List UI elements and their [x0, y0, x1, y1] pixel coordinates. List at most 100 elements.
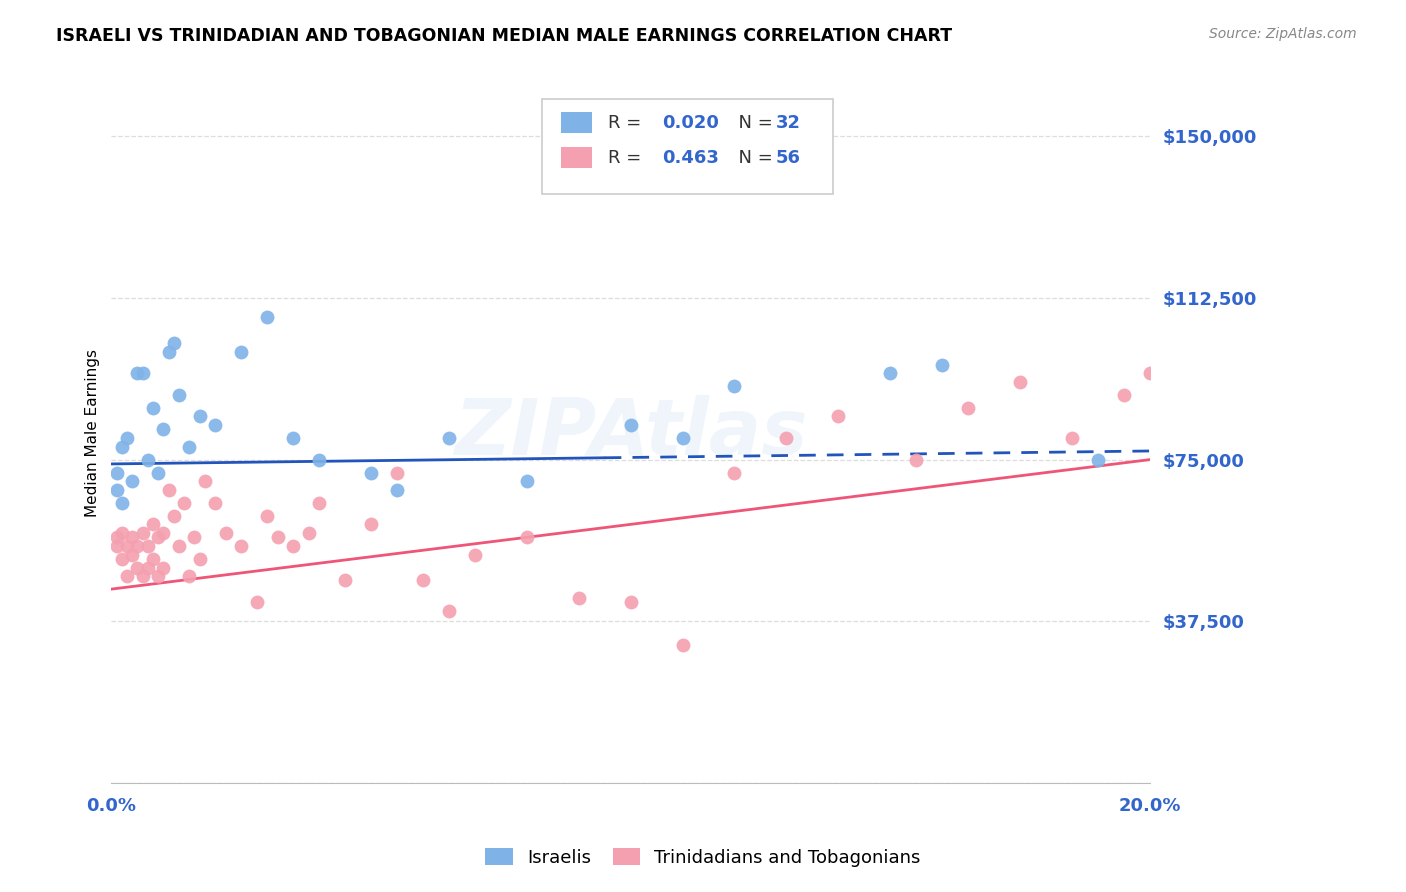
Point — [308, 452, 330, 467]
Point — [127, 560, 149, 574]
Point — [879, 366, 901, 380]
Point — [142, 552, 165, 566]
Point — [121, 530, 143, 544]
Point — [385, 466, 408, 480]
Point — [157, 344, 180, 359]
Point — [437, 431, 460, 445]
Y-axis label: Median Male Earnings: Median Male Earnings — [86, 349, 100, 516]
Point — [121, 474, 143, 488]
Point — [231, 539, 253, 553]
Point — [516, 474, 538, 488]
Point — [131, 366, 153, 380]
Point — [827, 409, 849, 424]
Point — [246, 595, 269, 609]
Point — [957, 401, 980, 415]
Point — [620, 595, 643, 609]
Point — [105, 539, 128, 553]
Point — [111, 526, 134, 541]
Point — [333, 574, 356, 588]
Text: 0.020: 0.020 — [662, 113, 718, 132]
Point — [173, 496, 195, 510]
Point — [111, 440, 134, 454]
Point — [298, 526, 321, 541]
Point — [256, 508, 278, 523]
Point — [142, 517, 165, 532]
Text: R =: R = — [607, 149, 647, 167]
Point — [152, 526, 174, 541]
Point — [568, 591, 591, 605]
Point — [136, 560, 159, 574]
Point — [105, 466, 128, 480]
Point — [931, 358, 953, 372]
Point — [214, 526, 236, 541]
Point — [281, 539, 304, 553]
Point — [167, 388, 190, 402]
Point — [111, 496, 134, 510]
Point — [231, 344, 253, 359]
Point — [127, 539, 149, 553]
Point — [131, 526, 153, 541]
Point — [671, 431, 693, 445]
Point — [620, 418, 643, 433]
Point — [723, 466, 745, 480]
Point — [115, 431, 138, 445]
Legend: Israelis, Trinidadians and Tobagonians: Israelis, Trinidadians and Tobagonians — [478, 841, 928, 874]
Point — [115, 539, 138, 553]
Text: N =: N = — [727, 113, 779, 132]
Point — [115, 569, 138, 583]
Point — [1139, 366, 1161, 380]
FancyBboxPatch shape — [561, 112, 592, 133]
Point — [671, 638, 693, 652]
Point — [204, 496, 226, 510]
Point — [127, 366, 149, 380]
Text: N =: N = — [727, 149, 779, 167]
Point — [1087, 452, 1109, 467]
Point — [136, 452, 159, 467]
Text: ZIPAtlas: ZIPAtlas — [454, 394, 807, 471]
Point — [111, 552, 134, 566]
Point — [360, 466, 382, 480]
Point — [163, 508, 186, 523]
Point — [179, 440, 201, 454]
Point — [308, 496, 330, 510]
Point — [905, 452, 928, 467]
Text: Source: ZipAtlas.com: Source: ZipAtlas.com — [1209, 27, 1357, 41]
FancyBboxPatch shape — [561, 147, 592, 169]
Point — [167, 539, 190, 553]
Point — [121, 548, 143, 562]
Point — [385, 483, 408, 497]
Point — [146, 530, 169, 544]
Point — [204, 418, 226, 433]
Point — [179, 569, 201, 583]
Point — [152, 422, 174, 436]
Point — [152, 560, 174, 574]
Point — [131, 569, 153, 583]
Point — [188, 552, 211, 566]
Point — [256, 310, 278, 325]
Point — [146, 569, 169, 583]
Point — [163, 336, 186, 351]
Point — [194, 474, 217, 488]
Point — [183, 530, 205, 544]
Point — [136, 539, 159, 553]
Point — [464, 548, 486, 562]
Point — [188, 409, 211, 424]
Point — [723, 379, 745, 393]
Text: R =: R = — [607, 113, 647, 132]
Point — [412, 574, 434, 588]
Point — [1112, 388, 1135, 402]
Point — [360, 517, 382, 532]
Point — [157, 483, 180, 497]
Point — [105, 530, 128, 544]
FancyBboxPatch shape — [543, 99, 834, 194]
Text: ISRAELI VS TRINIDADIAN AND TOBAGONIAN MEDIAN MALE EARNINGS CORRELATION CHART: ISRAELI VS TRINIDADIAN AND TOBAGONIAN ME… — [56, 27, 952, 45]
Point — [775, 431, 797, 445]
Text: 56: 56 — [776, 149, 801, 167]
Text: 32: 32 — [776, 113, 801, 132]
Point — [142, 401, 165, 415]
Point — [1060, 431, 1083, 445]
Point — [437, 604, 460, 618]
Point — [146, 466, 169, 480]
Point — [266, 530, 288, 544]
Point — [516, 530, 538, 544]
